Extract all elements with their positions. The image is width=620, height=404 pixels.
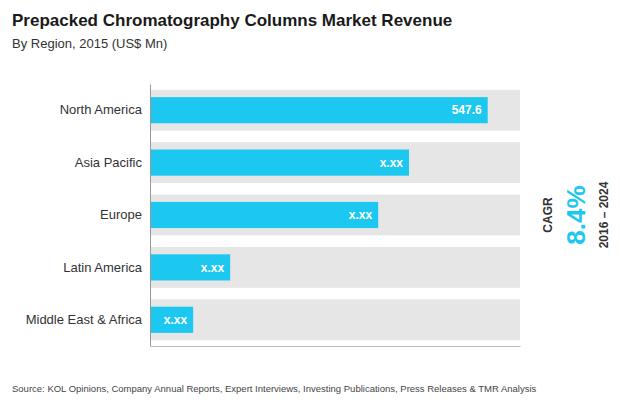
y-tick-label: North America — [60, 102, 143, 117]
data-labels: 547.6 x.xx x.xx x.xx x.xx — [164, 103, 482, 327]
track — [150, 90, 520, 131]
track — [150, 299, 520, 340]
title: Prepacked Chromatography Columns Market … — [12, 11, 452, 30]
chart: Prepacked Chromatography Columns Market … — [0, 0, 620, 404]
x-axis — [151, 346, 521, 347]
bar — [150, 150, 409, 176]
data-label: x.xx — [380, 156, 404, 170]
annotation: CAGR — [541, 197, 555, 233]
y-tick: Asia Pacific — [75, 155, 150, 170]
cagr: CAGR 8.4% 2016 – 2024 — [541, 181, 611, 248]
bars — [150, 90, 520, 340]
subtitle: By Region, 2015 (US$ Mn) — [12, 36, 167, 51]
track — [150, 142, 520, 183]
y-tick: Middle East & Africa — [26, 312, 150, 327]
y-tick: Europe — [100, 207, 150, 222]
annotation: 2016 – 2024 — [597, 181, 611, 248]
bar — [150, 97, 488, 123]
bar — [150, 307, 193, 333]
bar — [150, 202, 378, 228]
plot: 547.6 x.xx x.xx x.xx x.xx North America Asia P… — [26, 85, 521, 347]
x-axis-line — [151, 346, 521, 347]
y-axis: North America Asia Pacific Europe Latin Ame… — [26, 85, 151, 347]
data-label: x.xx — [164, 313, 188, 327]
source: Source: KOL Opinions, Company Annual Rep… — [12, 383, 537, 394]
y-tick-label: Middle East & Africa — [26, 312, 143, 327]
bar — [150, 254, 230, 280]
y-tick: Latin America — [63, 260, 150, 275]
data-label: 547.6 — [452, 103, 482, 117]
track — [150, 247, 520, 288]
y-tick-label: Europe — [100, 207, 142, 222]
y-tick-label: Latin America — [63, 260, 143, 275]
data-label: x.xx — [349, 208, 373, 222]
data-label: x.xx — [201, 261, 225, 275]
track — [150, 195, 520, 236]
y-axis-line — [150, 85, 151, 347]
y-tick: North America — [60, 102, 150, 117]
annotation: 8.4% — [561, 185, 591, 244]
y-tick-label: Asia Pacific — [75, 155, 143, 170]
